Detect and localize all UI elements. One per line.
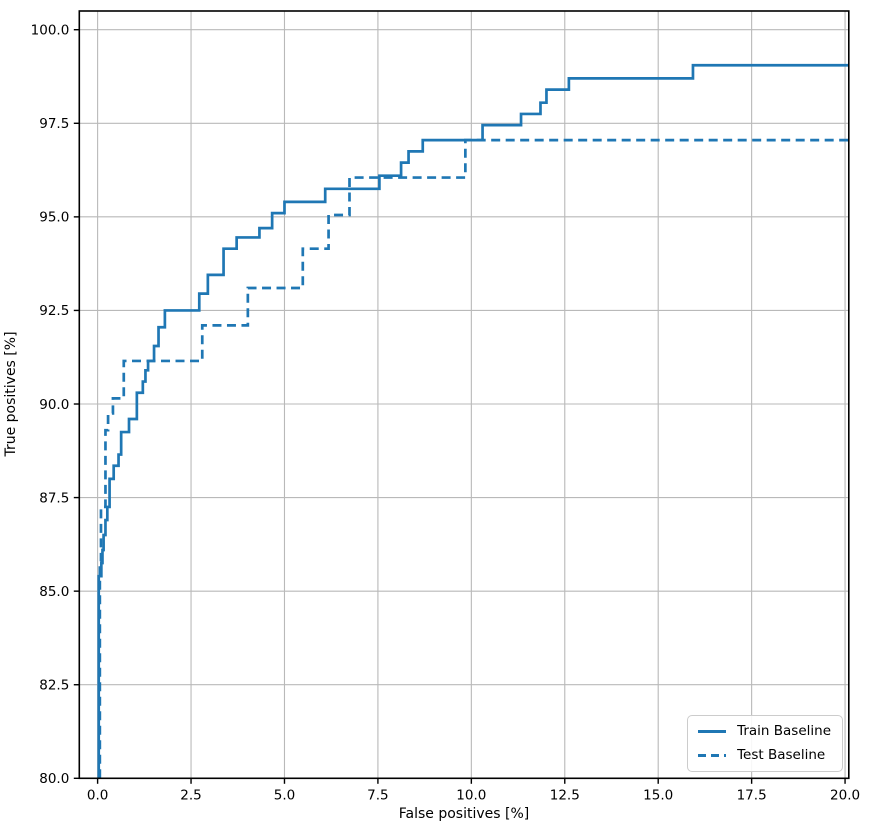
train-baseline-line xyxy=(97,63,849,779)
y-tick-label: 92.5 xyxy=(39,303,69,319)
y-tick-label: 90.0 xyxy=(39,397,69,413)
y-tick-label: 80.0 xyxy=(39,771,69,787)
legend-item-train-baseline: Train Baseline xyxy=(698,723,831,740)
x-tick-label: 12.5 xyxy=(550,787,580,803)
y-tick-label: 97.5 xyxy=(39,116,69,132)
plot-border xyxy=(78,10,850,780)
y-tick-label: 82.5 xyxy=(39,678,69,694)
y-axis-label: True positives [%] xyxy=(3,331,19,457)
x-tick-label: 0.0 xyxy=(87,787,108,803)
y-tick-label: 95.0 xyxy=(39,210,69,226)
y-tick-label: 87.5 xyxy=(39,490,69,506)
x-tick-label: 2.5 xyxy=(180,787,201,803)
legend-label-test-baseline: Test Baseline xyxy=(737,747,826,763)
dashed-line-sample-icon xyxy=(698,754,727,757)
legend-item-test-baseline: Test Baseline xyxy=(698,747,831,764)
legend: Train Baseline Test Baseline xyxy=(687,715,843,772)
legend-label-train-baseline: Train Baseline xyxy=(737,723,831,739)
x-tick-label: 15.0 xyxy=(643,787,673,803)
x-axis-label: False positives [%] xyxy=(398,806,530,822)
x-tick-label: 20.0 xyxy=(830,787,860,803)
y-tick-label: 85.0 xyxy=(39,584,69,600)
x-tick-label: 17.5 xyxy=(737,787,767,803)
y-tick-label: 100.0 xyxy=(31,23,70,39)
x-tick-label: 5.0 xyxy=(274,787,295,803)
grid-lines xyxy=(79,11,849,779)
solid-line-sample-icon xyxy=(698,730,727,733)
axis-ticks xyxy=(73,29,846,784)
x-tick-label: 7.5 xyxy=(367,787,388,803)
axis-tick-labels: 0.0 2.5 5.0 7.5 10.0 12.5 15.0 17.5 20.0 80.0 82.5… xyxy=(31,23,860,804)
test-baseline-line xyxy=(98,138,849,779)
x-tick-label: 10.0 xyxy=(456,787,486,803)
